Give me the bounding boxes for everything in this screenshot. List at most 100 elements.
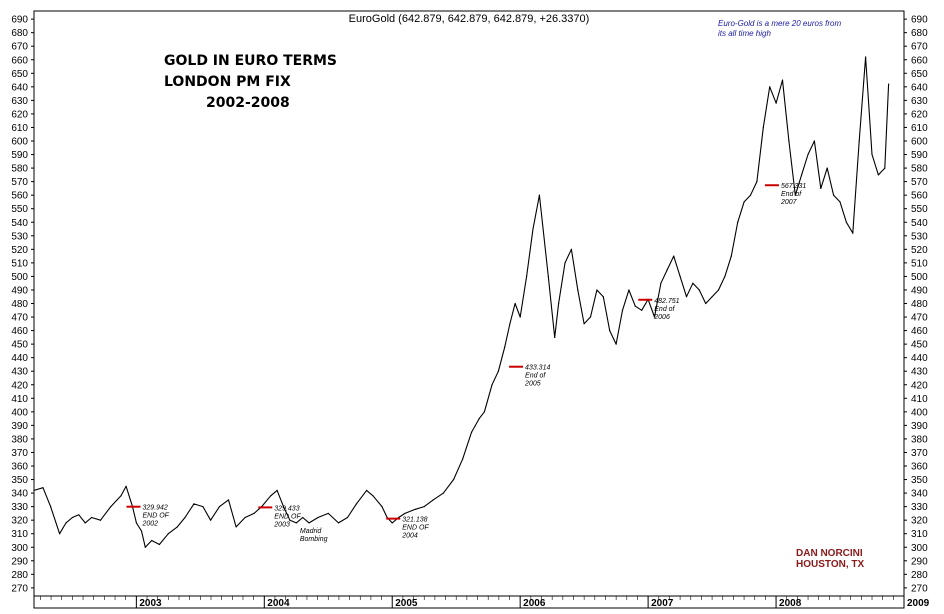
data-point [120,495,122,497]
y-tick-label-left: 520 [11,245,28,256]
data-point [270,495,272,497]
y-tick-label-left: 450 [11,340,28,351]
y-tick-label-right: 280 [911,570,928,581]
data-point [558,302,560,305]
annotation-label: End of [525,373,546,380]
data-point [628,289,630,291]
data-point [110,506,112,508]
x-year-label: 2004 [267,598,290,609]
data-point [673,255,675,257]
y-tick-label-right: 480 [911,299,928,310]
note-line-1: Euro-Gold is a mere 20 euros from [718,19,841,28]
y-tick-label-right: 560 [911,191,928,202]
annotation-label: Bombing [300,536,328,543]
data-point [596,289,598,291]
data-point [788,140,790,142]
y-tick-label-right: 660 [911,55,928,66]
annotation-value: 482.751 [654,298,679,305]
y-tick-label-left: 340 [11,489,28,500]
y-tick-label-left: 610 [11,123,28,134]
data-point [471,431,473,433]
y-tick-label-left: 420 [11,380,28,391]
annotation-value: 433.314 [525,365,550,372]
data-point [71,516,73,519]
data-point [762,126,764,129]
annotation-value: 321.138 [402,517,427,524]
y-tick-label-right: 380 [911,434,928,445]
data-point [483,411,485,413]
y-tick-label-right: 510 [911,258,928,269]
note: Euro-Gold is a mere 20 euros from its al… [718,19,841,38]
y-tick-label-right: 580 [911,164,928,175]
data-point [692,282,694,284]
y-tick-label-right: 680 [911,28,928,39]
data-point [660,282,662,284]
chart-title: GOLD IN EURO TERMS LONDON PM FIX 2002-20… [164,53,337,111]
data-point [839,201,841,203]
title-line-3: 2002-2008 [206,95,290,111]
data-point [91,516,93,519]
data-point [346,516,349,519]
data-point [609,330,611,332]
y-tick-label-left: 590 [11,150,28,161]
data-point [807,153,809,156]
y-tick-label-right: 670 [911,42,928,53]
data-point [679,275,681,277]
data-point [135,522,137,524]
title-line-1: GOLD IN EURO TERMS [164,53,337,69]
data-point [462,458,464,460]
data-point [602,296,604,298]
data-point [730,255,732,257]
x-year-label: 2008 [779,598,802,609]
annotation-label: 2002 [142,521,159,528]
data-point [202,506,204,508]
y-tick-label-right: 610 [911,123,928,134]
data-point [737,221,739,223]
y-tick-label-left: 320 [11,516,28,527]
y-tick-label-right: 370 [911,448,928,459]
data-point [554,336,556,338]
y-axis-left: 270 280 290 300 310 320 330 340 350 360 370 380 390 4… [11,15,34,594]
data-point [33,489,35,491]
y-tick-label-left: 300 [11,543,28,554]
y-tick-label-left: 670 [11,42,28,53]
data-point [253,512,255,515]
y-tick-label-left: 570 [11,177,28,188]
y-tick-label-right: 340 [911,489,928,500]
data-point [781,79,784,81]
data-point [432,499,434,501]
data-point [65,522,67,524]
data-point [337,522,340,524]
data-point [621,309,624,311]
y-tick-label-right: 640 [911,82,928,93]
data-point [210,519,212,521]
data-point [140,530,143,532]
y-tick-label-right: 630 [911,96,928,107]
data-point [564,262,566,264]
y-tick-label-left: 280 [11,570,28,581]
data-point [497,370,499,372]
y-tick-label-right: 500 [911,272,928,283]
data-point [381,506,383,508]
data-point [478,418,480,420]
data-point [852,232,854,234]
annotation-value: 329.942 [143,505,168,512]
data-point [184,516,186,519]
data-point [327,512,329,515]
data-point [888,83,890,85]
x-year-label: 2009 [907,598,930,609]
data-point [227,499,230,501]
data-point [295,522,297,524]
data-point [308,522,310,524]
y-tick-label-right: 300 [911,543,928,554]
data-point [532,228,534,230]
plot-area [33,10,905,597]
data-point [50,506,52,508]
signature-line-2: HOUSTON, TX [796,559,864,570]
x-year-label: 2006 [523,598,546,609]
data-point [491,384,493,386]
